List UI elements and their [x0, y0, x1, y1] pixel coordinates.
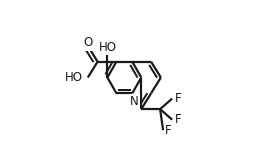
- Text: F: F: [175, 113, 182, 126]
- Text: N: N: [130, 95, 139, 108]
- Text: HO: HO: [98, 41, 117, 54]
- Text: HO: HO: [65, 71, 83, 84]
- Text: F: F: [165, 124, 171, 137]
- Text: O: O: [83, 36, 93, 49]
- Text: F: F: [175, 92, 182, 105]
